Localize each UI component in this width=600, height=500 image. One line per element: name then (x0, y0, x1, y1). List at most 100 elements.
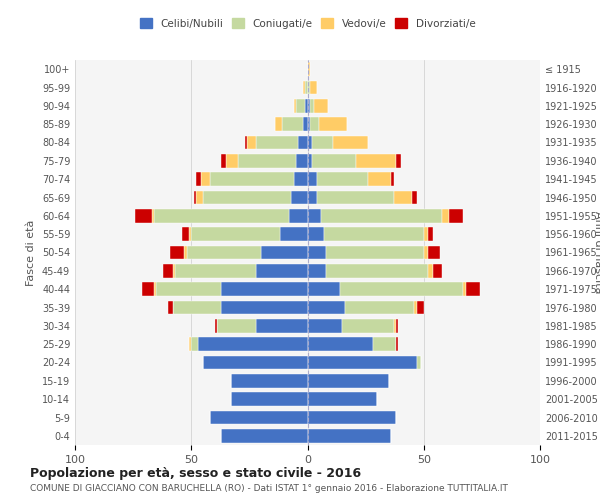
Bar (312, 154, 356, 168)
Bar (396, 338, 398, 351)
Bar (343, 319, 394, 332)
Bar (198, 338, 308, 351)
Bar (163, 264, 173, 278)
Bar (221, 429, 308, 442)
Bar (210, 172, 293, 186)
Bar (194, 190, 196, 204)
Bar (282, 118, 303, 131)
Bar (415, 300, 417, 314)
Bar (296, 99, 305, 112)
Bar (391, 172, 394, 186)
Bar (238, 154, 296, 168)
Bar (433, 264, 442, 278)
Bar (200, 172, 210, 186)
Bar (396, 319, 398, 332)
Bar (356, 154, 396, 168)
Bar (170, 246, 184, 260)
Bar (314, 99, 328, 112)
Bar (424, 246, 428, 260)
Bar (333, 136, 368, 149)
Bar (412, 190, 417, 204)
Bar (136, 209, 152, 222)
Bar (221, 282, 308, 296)
Bar (154, 209, 289, 222)
Bar (203, 356, 308, 370)
Bar (394, 319, 396, 332)
Bar (308, 300, 344, 314)
Bar (308, 429, 391, 442)
Bar (308, 264, 326, 278)
Bar (196, 190, 203, 204)
Bar (303, 118, 308, 131)
Bar (417, 300, 424, 314)
Text: Popolazione per età, sesso e stato civile - 2016: Popolazione per età, sesso e stato civil… (30, 468, 361, 480)
Y-axis label: Anni di nascita: Anni di nascita (593, 211, 600, 294)
Bar (317, 190, 394, 204)
Bar (308, 410, 396, 424)
Bar (324, 228, 424, 241)
Bar (417, 356, 421, 370)
Bar (424, 228, 428, 241)
Bar (231, 392, 308, 406)
Bar (157, 282, 221, 296)
Bar (428, 246, 440, 260)
Bar (308, 118, 310, 131)
Bar (305, 80, 308, 94)
Bar (463, 282, 466, 296)
Bar (173, 264, 175, 278)
Bar (256, 319, 308, 332)
Bar (310, 118, 319, 131)
Bar (217, 319, 256, 332)
Bar (298, 136, 308, 149)
Bar (442, 209, 449, 222)
Bar (221, 154, 226, 168)
Bar (308, 154, 312, 168)
Bar (308, 319, 343, 332)
Bar (308, 172, 317, 186)
Bar (428, 228, 433, 241)
Y-axis label: Fasce di età: Fasce di età (26, 220, 36, 286)
Bar (308, 80, 310, 94)
Bar (308, 392, 377, 406)
Bar (308, 338, 373, 351)
Bar (308, 246, 326, 260)
Bar (175, 264, 256, 278)
Bar (293, 99, 296, 112)
Legend: Celibi/Nubili, Coniugati/e, Vedovi/e, Divorziati/e: Celibi/Nubili, Coniugati/e, Vedovi/e, Di… (137, 15, 478, 32)
Bar (261, 246, 308, 260)
Bar (449, 209, 463, 222)
Bar (215, 319, 217, 332)
Bar (221, 300, 308, 314)
Bar (319, 118, 347, 131)
Bar (189, 228, 191, 241)
Bar (322, 209, 442, 222)
Bar (317, 172, 368, 186)
Bar (340, 282, 463, 296)
Bar (196, 172, 200, 186)
Bar (247, 136, 256, 149)
Bar (291, 190, 308, 204)
Bar (373, 338, 396, 351)
Bar (256, 264, 308, 278)
Bar (428, 264, 433, 278)
Bar (296, 154, 308, 168)
Bar (142, 282, 154, 296)
Bar (466, 282, 479, 296)
Bar (256, 136, 298, 149)
Bar (168, 300, 173, 314)
Bar (326, 264, 428, 278)
Bar (280, 228, 308, 241)
Bar (245, 136, 247, 149)
Bar (184, 246, 187, 260)
Bar (310, 80, 317, 94)
Bar (308, 62, 310, 76)
Bar (152, 209, 154, 222)
Bar (308, 374, 389, 388)
Bar (308, 356, 417, 370)
Bar (275, 118, 282, 131)
Bar (289, 209, 308, 222)
Bar (226, 154, 238, 168)
Bar (305, 99, 308, 112)
Bar (154, 282, 157, 296)
Bar (396, 154, 401, 168)
